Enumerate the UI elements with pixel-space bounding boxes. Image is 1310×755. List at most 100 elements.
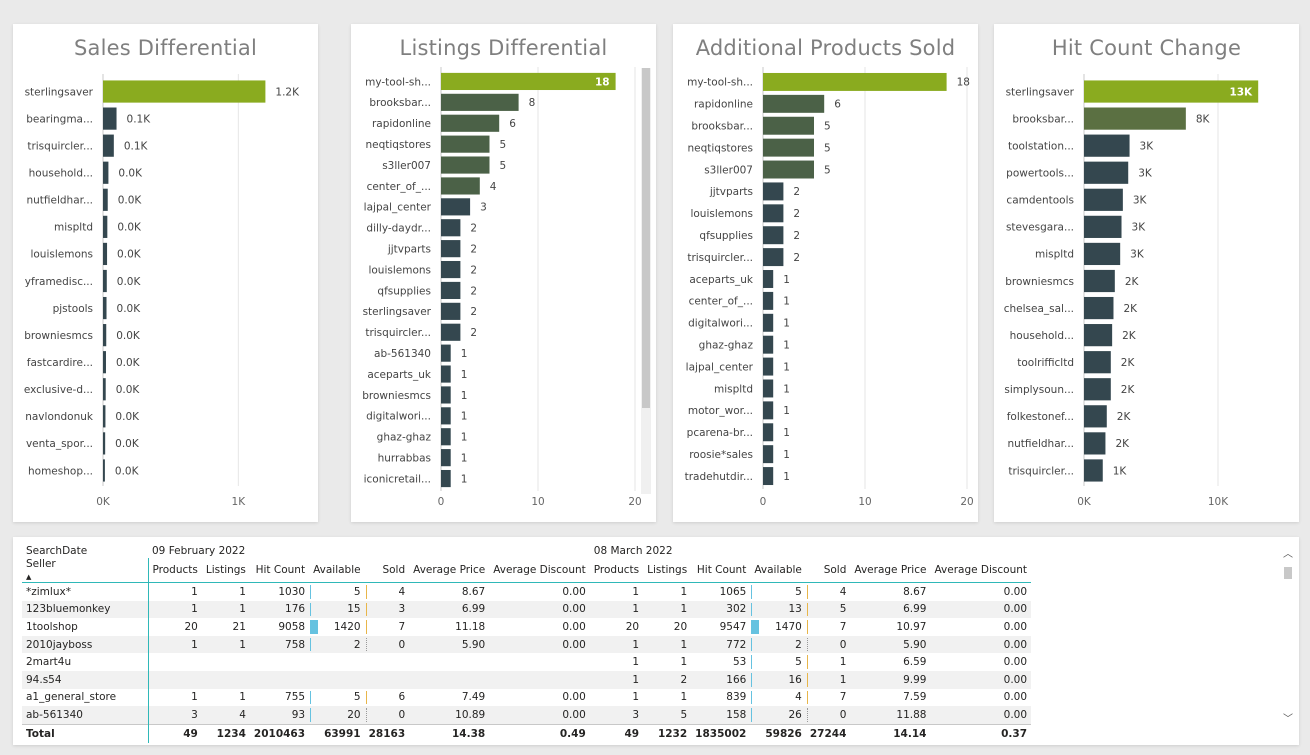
bar[interactable] [1084, 405, 1107, 428]
corner-seller-label[interactable]: Seller ▲ [22, 558, 148, 583]
bar[interactable] [1084, 215, 1122, 238]
bar[interactable] [103, 432, 106, 455]
bar[interactable] [763, 204, 784, 223]
col-header-average-discount[interactable]: Average Discount [489, 558, 590, 583]
bar[interactable] [103, 296, 107, 320]
bar[interactable] [763, 94, 825, 113]
bar[interactable] [441, 156, 490, 174]
bar[interactable] [763, 291, 774, 310]
bar[interactable] [1084, 296, 1114, 320]
bar[interactable] [441, 469, 451, 488]
bar[interactable] [1084, 432, 1106, 455]
listings-scrollbar-thumb[interactable] [642, 68, 650, 408]
bar[interactable] [441, 407, 451, 425]
bar[interactable] [763, 72, 947, 91]
bar[interactable] [441, 365, 451, 383]
bar[interactable] [763, 313, 774, 332]
bar[interactable] [1084, 242, 1121, 266]
scroll-down-icon[interactable]: ﹀ [1283, 714, 1293, 725]
table-row[interactable]: 2mart4u 1 1 53 5 1 6.59 0.00 [22, 653, 1031, 671]
bar[interactable] [763, 270, 774, 288]
bar[interactable] [103, 242, 108, 266]
bar[interactable] [763, 335, 774, 354]
bar[interactable] [763, 423, 774, 442]
table-scrollbar[interactable]: ︿ ﹀ [1283, 545, 1293, 725]
bar[interactable] [763, 357, 774, 376]
col-header-average-price[interactable]: Average Price [409, 558, 490, 583]
col-header-average-price[interactable]: Average Price [850, 558, 931, 583]
bar[interactable] [441, 386, 451, 404]
bar[interactable] [1084, 161, 1129, 184]
bar[interactable] [103, 215, 108, 238]
bar[interactable] [763, 401, 774, 420]
bar[interactable] [441, 240, 461, 258]
table-scrollbar-thumb[interactable] [1284, 567, 1292, 579]
bar[interactable] [763, 138, 814, 157]
bar[interactable] [1084, 188, 1123, 211]
bar[interactable] [1084, 80, 1259, 103]
bar[interactable] [441, 302, 461, 320]
bar[interactable] [441, 72, 616, 91]
bar[interactable] [441, 93, 519, 111]
bar[interactable] [441, 428, 451, 446]
bar[interactable] [763, 182, 784, 201]
bar[interactable] [103, 188, 108, 211]
col-header-products[interactable]: Products [589, 558, 644, 583]
date-header-mar[interactable]: 08 March 2022 [593, 544, 673, 557]
bar[interactable] [441, 323, 461, 341]
col-header-sold[interactable]: Sold [805, 558, 851, 583]
bar[interactable] [103, 378, 106, 401]
bar[interactable] [1084, 378, 1111, 401]
table-row[interactable]: a1_general_store 1 1 755 5 6 7.49 0.00 1 1 839 4 7 7.… [22, 688, 1031, 707]
table-row[interactable]: 123bluemonkey 1 1 176 15 3 6.99 0.00 1 1 302 13 5 6.9… [22, 600, 1032, 619]
col-header-available[interactable]: Available [309, 558, 365, 583]
bar[interactable] [1084, 134, 1130, 157]
bar[interactable] [441, 344, 451, 362]
bar[interactable] [1084, 459, 1103, 482]
table-row[interactable]: ab-561340 3 4 93 20 0 10.89 0.00 3 5 158 26 0 11.88 0.… [22, 706, 1032, 725]
bar[interactable] [441, 135, 490, 153]
category-label: ghaz-ghaz [377, 432, 432, 444]
bar[interactable] [441, 219, 461, 237]
col-header-listings[interactable]: Listings [643, 558, 692, 583]
table-row[interactable]: *zimlux* 1 1 1030 5 4 8.67 0.00 1 1 1065 5 4 8.67 0.00 [22, 582, 1031, 601]
bar[interactable] [763, 248, 784, 267]
table-row[interactable]: 94.s54 1 2 166 16 1 9.99 0.00 [22, 670, 1032, 689]
bar[interactable] [103, 161, 109, 184]
bar[interactable] [103, 324, 107, 347]
col-header-average-discount[interactable]: Average Discount [930, 558, 1032, 583]
bar[interactable] [103, 405, 106, 428]
col-header-sold[interactable]: Sold [364, 558, 410, 583]
table-row[interactable]: 2010jayboss 1 1 758 2 0 5.90 0.00 1 1 772 2 0 5.90 0.0… [22, 635, 1032, 654]
bar[interactable] [441, 449, 451, 467]
bar[interactable] [441, 260, 461, 279]
bar[interactable] [763, 116, 814, 135]
bar[interactable] [103, 80, 266, 103]
bar[interactable] [763, 226, 784, 245]
col-header-listings[interactable]: Listings [201, 558, 250, 583]
bar[interactable] [103, 107, 117, 130]
col-header-hit-count[interactable]: Hit Count [249, 558, 310, 583]
bar[interactable] [1084, 324, 1113, 347]
date-header-feb[interactable]: 09 February 2022 [152, 544, 246, 557]
bar[interactable] [763, 379, 774, 398]
bar[interactable] [441, 177, 480, 195]
bar[interactable] [1084, 269, 1115, 293]
table-row[interactable]: 1toolshop 20 21 9058 1420 7 11.18 0.00 20 20 9547 1… [22, 618, 1031, 636]
bar[interactable] [763, 445, 774, 464]
bar[interactable] [1084, 107, 1186, 130]
col-header-available[interactable]: Available [750, 558, 806, 583]
bar[interactable] [441, 198, 471, 216]
col-header-products[interactable]: Products [147, 558, 202, 583]
scroll-up-icon[interactable]: ︿ [1283, 549, 1293, 560]
bar[interactable] [103, 351, 106, 374]
col-header-hit-count[interactable]: Hit Count [691, 558, 751, 583]
bar[interactable] [441, 114, 500, 132]
bar[interactable] [441, 281, 461, 300]
bar[interactable] [103, 134, 114, 157]
bar[interactable] [1084, 351, 1111, 374]
bar[interactable] [763, 467, 774, 486]
bar[interactable] [763, 160, 814, 179]
bar[interactable] [103, 269, 107, 293]
bar[interactable] [103, 459, 105, 482]
